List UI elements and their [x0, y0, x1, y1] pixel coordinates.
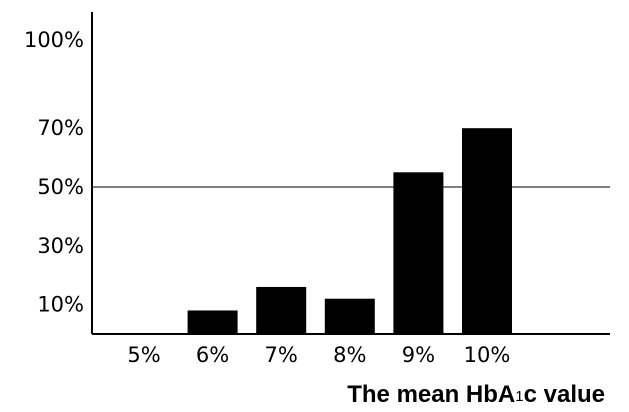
bar: [393, 172, 444, 334]
bar: [324, 298, 375, 334]
y-tick-label: 10%: [37, 293, 84, 317]
bars: [187, 128, 512, 334]
y-tick-label: 30%: [37, 234, 84, 258]
x-tick-labels: 5% 6% 7% 8% 9% 10%: [127, 343, 510, 367]
x-axis-title-main: The mean HbA: [347, 381, 515, 408]
x-tick-label: 5%: [127, 343, 160, 367]
x-tick-label: 8%: [333, 343, 366, 367]
x-tick-label: 6%: [196, 343, 229, 367]
x-tick-label: 10%: [464, 343, 511, 367]
y-tick-label: 100%: [24, 28, 84, 52]
x-tick-label: 9%: [402, 343, 435, 367]
bar: [256, 286, 307, 334]
bar: [462, 128, 512, 334]
x-axis-title-tail: c value: [524, 381, 605, 408]
x-axis-title: The mean HbA1c value: [347, 381, 605, 408]
y-tick-label: 70%: [37, 116, 84, 140]
x-tick-label: 7%: [265, 343, 298, 367]
y-tick-label: 50%: [37, 175, 84, 199]
x-axis-title-subscript: 1: [515, 388, 523, 405]
bar: [187, 310, 238, 334]
y-tick-labels: 100% 70% 50% 30% 10%: [24, 28, 84, 317]
